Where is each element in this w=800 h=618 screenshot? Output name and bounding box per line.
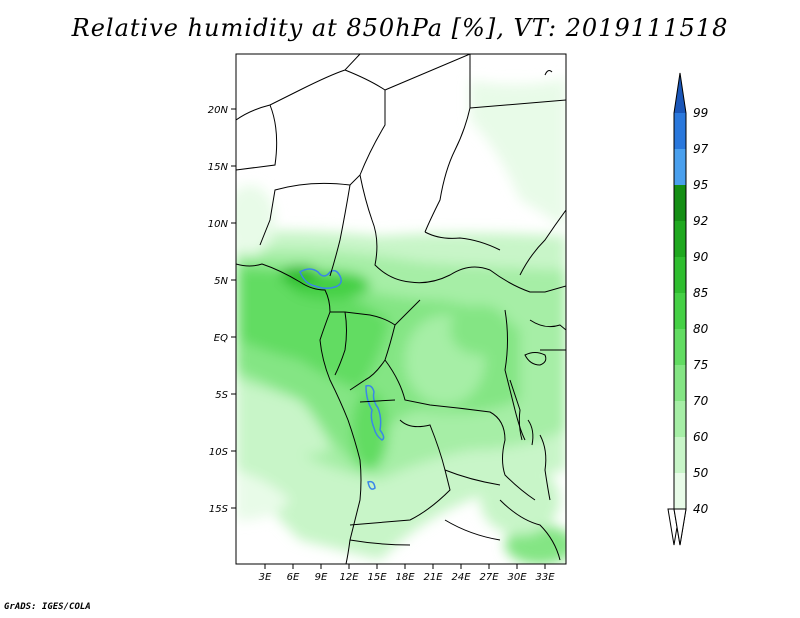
colorbar-segment: [674, 293, 686, 329]
grads-credit: GrADS: IGES/COLA: [4, 602, 91, 612]
lon-tick-label: 30E: [507, 572, 527, 583]
lat-tick-label: 20N: [208, 105, 229, 116]
chart-title: Relative humidity at 850hPa [%], VT: 201…: [71, 14, 729, 42]
lon-tick-label: 27E: [479, 572, 499, 583]
colorbar-segment: [674, 185, 686, 221]
colorbar-segment: [674, 73, 686, 113]
lat-tick-label: EQ: [214, 333, 228, 344]
colorbar-segment: [674, 473, 686, 509]
colorbar-label: 85: [693, 286, 708, 300]
colorbar-lower-arrow: [673, 508, 687, 546]
colorbar-label: 92: [693, 214, 708, 228]
lon-tick-label: 15E: [367, 572, 387, 583]
lon-tick-label: 6E: [287, 572, 300, 583]
lat-tick-label: 15S: [209, 504, 229, 515]
colorbar-label: 97: [693, 142, 709, 156]
colorbar-segment: [674, 113, 686, 149]
colorbar-segment: [674, 365, 686, 401]
lat-tick-label: 15N: [208, 162, 229, 173]
lon-tick-label: 24E: [451, 572, 471, 583]
colorbar-segment: [674, 437, 686, 473]
map-frame: [235, 53, 567, 565]
lat-tick-label: 10N: [208, 219, 229, 230]
colorbar-label: 60: [693, 430, 709, 444]
colorbar-segment: [674, 329, 686, 365]
lat-tick-label: 5S: [215, 390, 228, 401]
lon-tick-label: 33E: [535, 572, 555, 583]
lon-tick-label: 12E: [339, 572, 359, 583]
colorbar-label: 70: [693, 394, 709, 408]
lon-tick-label: 18E: [395, 572, 415, 583]
country-borders: [236, 54, 566, 564]
longitude-axis: 3E 6E 9E 12E 15E 18E 21E 24E 27E 30E 33E: [259, 564, 555, 583]
colorbar-segment: [674, 257, 686, 293]
lat-tick-label: 5N: [214, 276, 228, 287]
latitude-axis: 20N 15N 10N 5N EQ 5S 10S 15S: [208, 105, 236, 515]
colorbar-label: 90: [693, 250, 709, 264]
colorbar-label: 40: [693, 502, 709, 516]
colorbar-segment: [674, 401, 686, 437]
colorbar-label: 80: [693, 322, 709, 336]
humidity-field: [236, 54, 566, 564]
colorbar-label: 75: [693, 358, 708, 372]
lon-tick-label: 3E: [259, 572, 272, 583]
colorbar-label: 95: [693, 178, 708, 192]
colorbar-label: 99: [693, 106, 708, 120]
colorbar: 40 50 60 70 75 80 85 90 92 95 97 99: [667, 72, 709, 546]
colorbar-segment: [674, 221, 686, 257]
saturation-contours: [299, 268, 385, 490]
colorbar-segment: [674, 149, 686, 185]
colorbar-label: 50: [693, 466, 709, 480]
lon-tick-label: 21E: [423, 572, 443, 583]
lon-tick-label: 9E: [315, 572, 328, 583]
lat-tick-label: 10S: [209, 447, 229, 458]
